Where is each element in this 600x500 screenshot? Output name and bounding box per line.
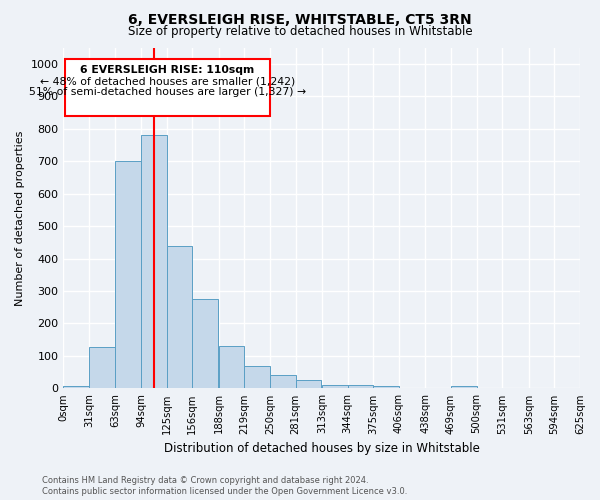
Bar [89,347,115,389]
Bar [167,246,193,388]
Y-axis label: Number of detached properties: Number of detached properties [15,130,25,306]
Bar [219,346,244,389]
Bar [193,299,218,388]
Bar [348,384,373,388]
Bar [244,366,270,388]
Bar [322,384,348,388]
Bar [373,386,399,388]
Bar [141,135,167,388]
Text: 6 EVERSLEIGH RISE: 110sqm: 6 EVERSLEIGH RISE: 110sqm [80,64,254,74]
X-axis label: Distribution of detached houses by size in Whitstable: Distribution of detached houses by size … [164,442,479,455]
Bar [270,376,296,388]
Text: 6, EVERSLEIGH RISE, WHITSTABLE, CT5 3RN: 6, EVERSLEIGH RISE, WHITSTABLE, CT5 3RN [128,12,472,26]
Text: 51% of semi-detached houses are larger (1,327) →: 51% of semi-detached houses are larger (… [29,88,306,98]
Text: Contains public sector information licensed under the Open Government Licence v3: Contains public sector information licen… [42,487,407,496]
Bar [451,386,476,388]
Bar [64,386,89,388]
Text: Contains HM Land Registry data © Crown copyright and database right 2024.: Contains HM Land Registry data © Crown c… [42,476,368,485]
Text: Size of property relative to detached houses in Whitstable: Size of property relative to detached ho… [128,25,472,38]
FancyBboxPatch shape [65,59,270,116]
Text: ← 48% of detached houses are smaller (1,242): ← 48% of detached houses are smaller (1,… [40,76,295,86]
Bar [296,380,321,388]
Bar [115,161,141,388]
